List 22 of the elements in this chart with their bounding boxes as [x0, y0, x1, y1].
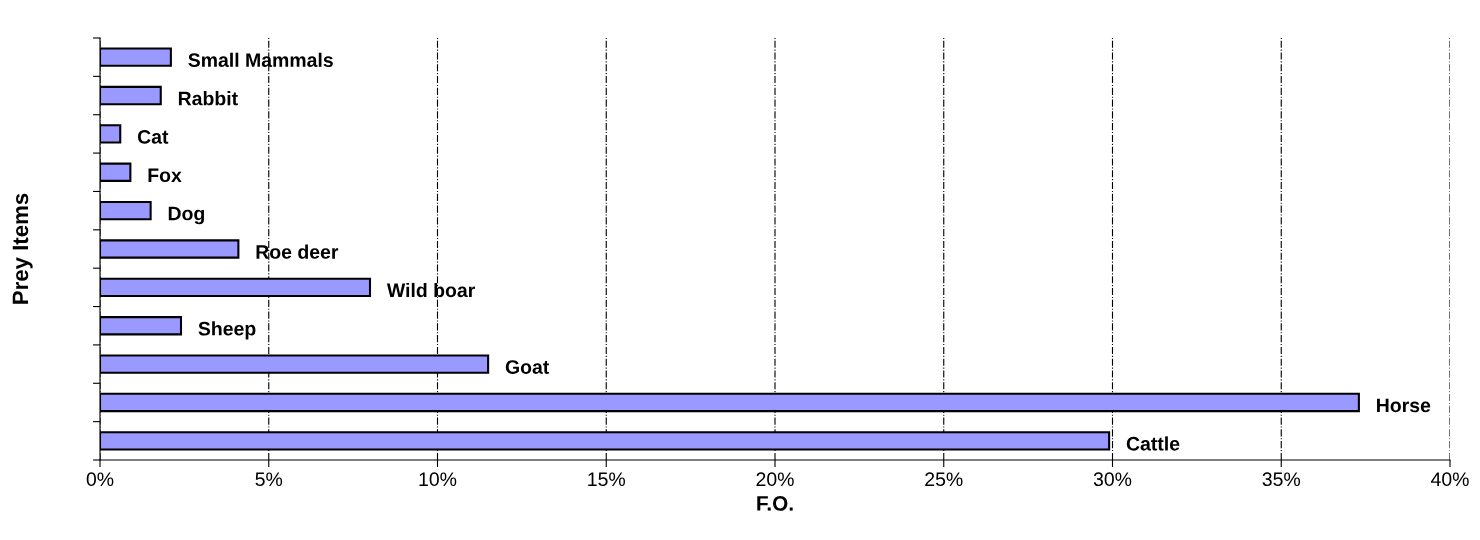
- x-axis-title: F.O.: [757, 496, 793, 511]
- x-tick-label: 5%: [255, 472, 283, 487]
- y-tick-label: Roe deer: [256, 244, 339, 259]
- y-tick-label: Small Mammals: [188, 52, 333, 68]
- y-tick-label: Horse: [1377, 398, 1431, 413]
- x-tick-label: 20%: [756, 472, 794, 487]
- x-tick-label: 35%: [1262, 472, 1301, 487]
- y-tick-label: Wild boar: [386, 282, 475, 298]
- y-tick-label: Dog: [168, 206, 204, 225]
- x-tick-label: 40%: [1430, 472, 1469, 487]
- y-axis-title: Prey Items: [12, 193, 33, 304]
- y-tick-label: Fox: [148, 168, 182, 183]
- x-tick-label: 30%: [1093, 472, 1132, 487]
- x-tick-label: 25%: [925, 472, 963, 487]
- y-tick-label: Cattle: [1126, 436, 1180, 451]
- y-tick-label: Sheep: [198, 321, 256, 340]
- x-tick-label: 0%: [86, 472, 114, 487]
- x-tick-label: 10%: [419, 472, 457, 487]
- x-tick-label: 15%: [588, 472, 626, 487]
- y-tick-label: Goat: [505, 360, 550, 374]
- y-tick-label: Rabbit: [178, 91, 238, 106]
- y-tick-label: Cat: [137, 129, 169, 144]
